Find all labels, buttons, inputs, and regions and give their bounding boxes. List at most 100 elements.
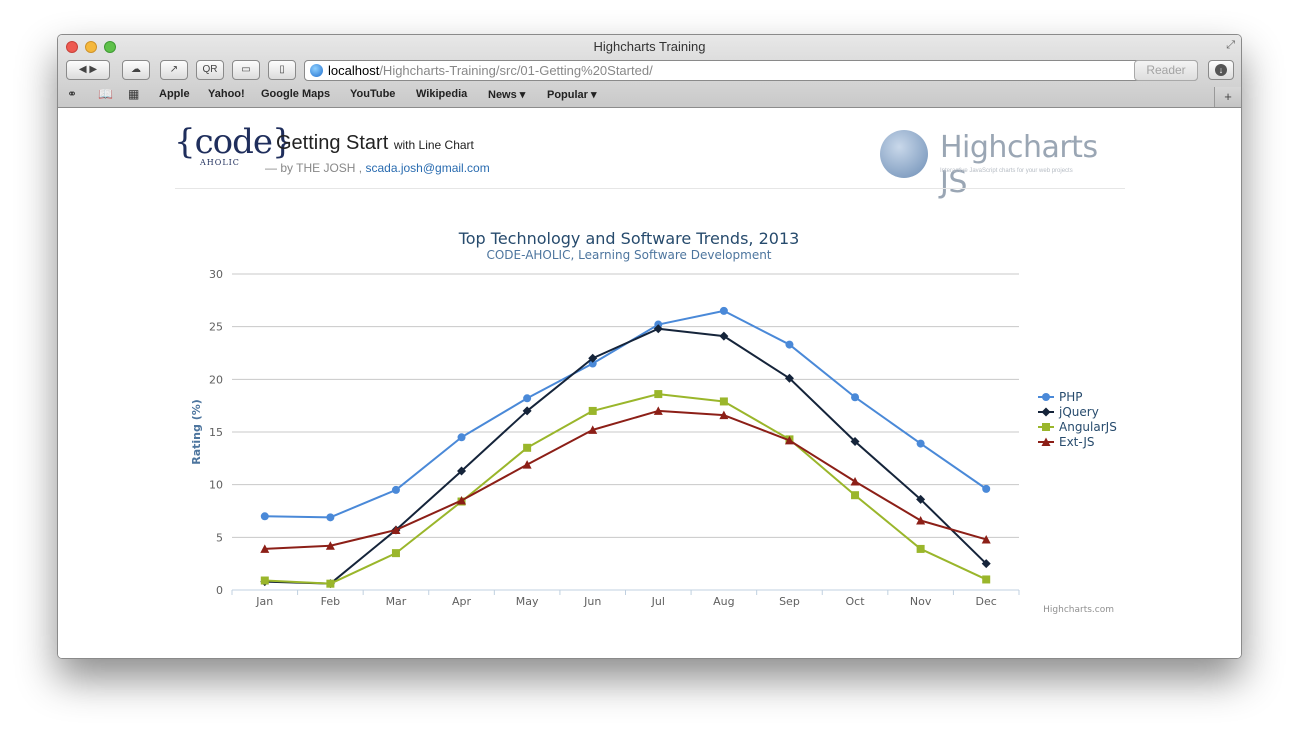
data-point-jquery[interactable] (522, 406, 532, 416)
data-point-ext-js[interactable] (457, 495, 467, 505)
data-point-angularjs[interactable] (982, 575, 991, 584)
bookmark-apple[interactable]: Apple (159, 88, 190, 100)
data-point-jquery[interactable] (653, 324, 663, 334)
bookmark-youtube[interactable]: YouTube (350, 88, 396, 100)
reader-button[interactable]: Reader (1134, 60, 1198, 81)
x-tick-label: Dec (976, 595, 997, 608)
bookmark-popular[interactable]: Popular ▾ (547, 89, 597, 101)
bookmark-yahoo[interactable]: Yahoo! (208, 88, 245, 100)
highcharts-brand: Highcharts JS (940, 130, 1098, 200)
data-point-angularjs[interactable] (654, 390, 663, 399)
data-point-ext-js[interactable] (981, 534, 991, 544)
data-point-angularjs[interactable] (916, 544, 925, 553)
legend-symbol-jquery[interactable] (1041, 407, 1051, 417)
data-point-angularjs[interactable] (523, 443, 532, 452)
data-point-php[interactable] (457, 433, 466, 442)
download-icon: ↓ (1215, 64, 1227, 76)
legend-symbol-angularjs[interactable] (1042, 423, 1050, 431)
code-aholic-logo: {code} (174, 122, 294, 162)
series-line-jquery (264, 327, 987, 585)
data-point-jquery[interactable] (850, 436, 860, 446)
data-point-php[interactable] (916, 439, 925, 448)
data-point-angularjs[interactable] (588, 406, 597, 415)
device-icon[interactable]: ▯ (268, 60, 296, 80)
data-point-ext-js[interactable] (588, 425, 598, 434)
data-point-ext-js[interactable] (260, 544, 270, 553)
title-bar: Highcharts Training ⤢ ◀ ▶ ☁ ↗ QR ▭ ▯ loc… (58, 35, 1241, 108)
address-bar[interactable]: localhost/Highcharts-Training/src/01-Get… (304, 60, 1198, 81)
legend-item-angularjs[interactable]: AngularJS (1059, 420, 1117, 434)
x-tick-label: Aug (713, 595, 734, 608)
data-point-jquery[interactable] (784, 373, 794, 383)
bookmark-google-maps[interactable]: Google Maps (261, 88, 331, 100)
x-tick-label: Sep (779, 595, 800, 608)
data-point-php[interactable] (851, 393, 860, 402)
data-point-ext-js[interactable] (784, 435, 794, 445)
reading-list-icon[interactable]: ⚭ (67, 87, 78, 101)
data-point-php[interactable] (391, 485, 400, 494)
x-tick-label: Oct (846, 595, 866, 608)
legend-symbol-php[interactable] (1042, 393, 1050, 401)
data-point-angularjs[interactable] (326, 579, 335, 588)
legend-item-jquery[interactable]: jQuery (1058, 405, 1099, 419)
zoom-button[interactable] (104, 41, 116, 53)
data-point-php[interactable] (523, 394, 532, 403)
x-tick-label: Apr (452, 595, 472, 608)
icloud-tabs-button[interactable]: ☁ (122, 60, 150, 80)
data-point-php[interactable] (326, 513, 335, 522)
data-point-angularjs[interactable] (260, 576, 269, 585)
new-tab-button[interactable]: + (1214, 87, 1241, 107)
keyboard-icon[interactable]: ▭ (232, 60, 260, 80)
downloads-button[interactable]: ↓ (1208, 60, 1234, 80)
chart-subtitle: CODE-AHOLIC, Learning Software Developme… (486, 248, 771, 262)
data-point-php[interactable] (982, 484, 991, 493)
data-point-jquery[interactable] (457, 466, 467, 476)
legend-symbol-ext-js[interactable] (1041, 437, 1051, 447)
y-tick-label: 10 (209, 479, 223, 492)
data-point-ext-js[interactable] (522, 460, 532, 469)
data-point-php[interactable] (588, 359, 597, 368)
y-tick-label: 5 (216, 531, 223, 544)
data-point-jquery[interactable] (916, 494, 926, 504)
data-point-jquery[interactable] (588, 353, 598, 363)
series-line-angularjs (264, 393, 987, 585)
data-point-php[interactable] (785, 340, 794, 349)
data-point-angularjs[interactable] (719, 397, 728, 406)
x-tick-label: Jan (255, 595, 273, 608)
bookmarks-icon[interactable]: 📖 (98, 87, 113, 101)
globe-icon (310, 64, 323, 77)
page-title-suffix: with Line Chart (393, 138, 474, 152)
qr-button[interactable]: QR (196, 60, 224, 80)
bookmark-news[interactable]: News ▾ (488, 89, 526, 101)
data-point-php[interactable] (719, 306, 728, 315)
chart-title: Top Technology and Software Trends, 2013 (458, 229, 800, 248)
data-point-ext-js[interactable] (719, 410, 729, 420)
close-button[interactable] (66, 41, 78, 53)
back-forward-button[interactable]: ◀ ▶ (66, 60, 110, 80)
legend-item-php[interactable]: PHP (1059, 390, 1083, 404)
chart-credits[interactable]: Highcharts.com (1043, 605, 1114, 615)
series-line-ext-js (264, 409, 987, 550)
data-point-ext-js[interactable] (850, 477, 860, 486)
data-point-ext-js[interactable] (391, 525, 401, 534)
data-point-jquery[interactable] (719, 331, 729, 341)
author-email-link[interactable]: scada.josh@gmail.com (365, 161, 490, 175)
share-button[interactable]: ↗ (160, 60, 188, 80)
legend-item-ext-js[interactable]: Ext-JS (1059, 435, 1095, 449)
data-point-ext-js[interactable] (653, 406, 663, 415)
header-divider (175, 188, 1125, 189)
data-point-angularjs[interactable] (851, 491, 860, 500)
data-point-php[interactable] (260, 512, 269, 521)
y-tick-label: 0 (216, 584, 223, 597)
data-point-ext-js[interactable] (325, 541, 335, 550)
data-point-ext-js[interactable] (916, 515, 926, 525)
url-host: localhost (328, 63, 380, 78)
fullscreen-icon[interactable]: ⤢ (1226, 39, 1235, 51)
x-tick-label: Feb (321, 595, 340, 608)
minimize-button[interactable] (85, 41, 97, 53)
top-sites-icon[interactable]: ▦ (128, 87, 140, 101)
data-point-angularjs[interactable] (391, 549, 400, 558)
window-title: Highcharts Training (593, 39, 706, 54)
data-point-jquery[interactable] (981, 559, 991, 569)
bookmark-wikipedia[interactable]: Wikipedia (416, 88, 468, 100)
